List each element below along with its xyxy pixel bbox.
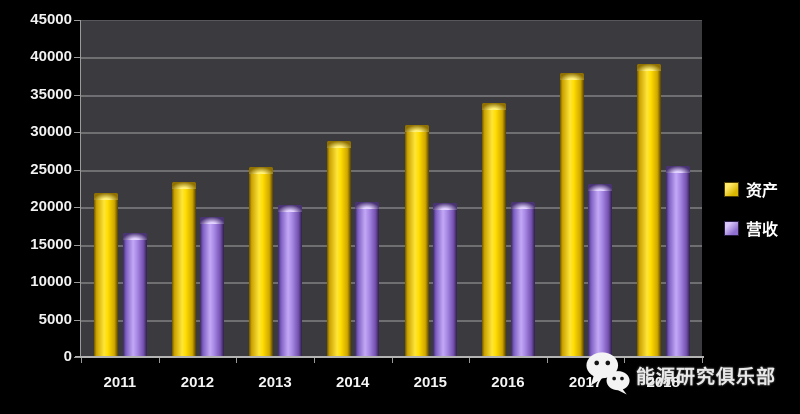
x-axis-tick: [159, 358, 160, 363]
wechat-watermark: 能源研究俱乐部: [585, 350, 776, 396]
y-axis-tick-label: 15000: [30, 235, 72, 253]
gridline-30000: [81, 132, 702, 135]
y-axis-tick: [74, 57, 80, 58]
bar-series1-2018: [665, 166, 690, 358]
bar-series1-2016: [510, 201, 535, 358]
bar-series0-2014: [326, 140, 351, 358]
gridline-40000: [81, 57, 702, 60]
x-axis-category-label: 2018: [646, 374, 680, 391]
x-axis-tick: [702, 358, 703, 363]
x-axis-tick: [392, 358, 393, 363]
x-axis-tick: [469, 358, 470, 363]
x-axis-category-label: 2012: [180, 374, 215, 391]
x-axis-tick: [314, 358, 315, 363]
x-axis-category-label: 2016: [491, 374, 525, 391]
y-axis-tick: [74, 207, 80, 208]
bar-series0-2016: [482, 103, 507, 358]
x-axis-category-label: 2013: [258, 374, 292, 391]
y-axis-tick-label: 35000: [30, 85, 72, 103]
gridline-5000: [81, 319, 702, 322]
y-axis-tick-label: 20000: [30, 198, 72, 216]
y-axis-tick: [74, 357, 80, 358]
bar-series0-2018: [637, 63, 662, 358]
y-axis-tick-label: 10000: [30, 273, 72, 291]
wechat-icon: [585, 350, 631, 396]
x-axis-line: [75, 356, 704, 358]
x-axis-category-label: 2015: [413, 374, 447, 391]
bar-series0-2011: [94, 193, 118, 358]
y-axis-tick-label: 0: [63, 348, 72, 365]
x-axis-tick: [81, 358, 82, 363]
legend-marker-icon: [724, 220, 739, 236]
y-axis-tick: [74, 245, 80, 246]
y-axis-tick: [74, 95, 80, 96]
bar-series0-2012: [171, 182, 196, 358]
gridline-15000: [81, 244, 702, 247]
bar-series0-2013: [249, 167, 274, 358]
legend: 资产 营收: [724, 180, 778, 258]
y-axis-tick-label: 30000: [30, 123, 72, 141]
bar-series0-2017: [559, 72, 584, 358]
y-axis-tick-label: 5000: [38, 310, 72, 328]
x-axis-tick: [547, 358, 548, 363]
bar-series1-2011: [122, 232, 147, 358]
y-axis-line: [80, 20, 81, 358]
x-axis-tick: [624, 358, 625, 363]
y-axis-tick: [74, 132, 80, 133]
legend-item-series0: 资产: [724, 180, 779, 200]
plot-area: [81, 20, 702, 358]
watermark-text: 能源研究俱乐部: [636, 367, 777, 388]
bar-series1-2015: [433, 203, 457, 358]
x-axis-tick: [236, 358, 237, 363]
bar-series1-2014: [355, 201, 380, 358]
y-axis-tick-label: 40000: [30, 48, 72, 66]
x-axis-category-label: 2011: [103, 374, 137, 391]
y-axis-tick: [74, 282, 80, 283]
gridline-10000: [81, 282, 702, 285]
y-axis-tick-label: 45000: [30, 11, 72, 28]
gridline-25000: [81, 169, 702, 172]
bar-series1-2013: [277, 205, 302, 358]
gridline-20000: [81, 207, 702, 210]
y-axis-tick-label: 25000: [30, 160, 72, 178]
x-axis-category-label: 2014: [336, 374, 370, 391]
legend-item-label: 资产: [746, 183, 779, 200]
bar-series0-2015: [404, 125, 429, 358]
y-axis-tick: [74, 170, 80, 171]
bar-series1-2012: [200, 217, 225, 358]
legend-marker-icon: [724, 181, 739, 197]
y-axis-tick: [74, 20, 80, 21]
gridline-35000: [81, 94, 702, 97]
bar-series1-2017: [588, 184, 613, 358]
y-axis-tick: [74, 320, 80, 321]
legend-item-label: 营收: [746, 222, 779, 239]
legend-item-series1: 营收: [724, 219, 779, 239]
